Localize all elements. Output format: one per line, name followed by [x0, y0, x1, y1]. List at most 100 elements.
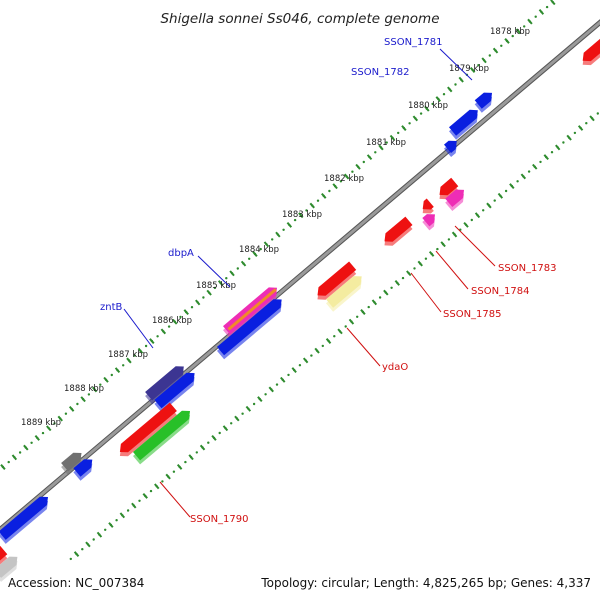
- gene-label-sson-1782[interactable]: SSON_1782: [351, 67, 410, 78]
- gene-sson-1790-green[interactable]: [133, 410, 190, 461]
- track-tick: [343, 173, 350, 180]
- track-dot: [596, 112, 599, 115]
- gene-blue-far-left[interactable]: [0, 496, 48, 540]
- track-dot: [419, 112, 423, 115]
- track-dot: [149, 489, 153, 493]
- label-leader-lines: [123, 48, 496, 518]
- gene-dbpa-blue[interactable]: [217, 299, 282, 356]
- gene-label-sson-1785[interactable]: SSON_1785: [443, 309, 502, 320]
- track-dot: [504, 189, 508, 193]
- gene-label-sson-1784[interactable]: SSON_1784: [471, 286, 530, 297]
- track-tick: [435, 96, 441, 102]
- track-tick: [280, 376, 286, 383]
- track-tick: [577, 125, 584, 131]
- gene-red-small[interactable]: [422, 198, 434, 210]
- track-dot: [81, 548, 84, 551]
- track-dot: [156, 335, 159, 338]
- track-dot: [87, 393, 91, 396]
- track-tick: [497, 192, 504, 199]
- track-dot: [195, 451, 198, 454]
- track-dot: [397, 131, 400, 135]
- track-dot: [99, 383, 102, 386]
- track-dot: [545, 5, 549, 9]
- gene-label-sson-1783[interactable]: SSON_1783: [498, 263, 557, 274]
- track-dot: [190, 306, 194, 309]
- track-dot: [133, 354, 136, 357]
- track-dot: [167, 325, 171, 328]
- kbp-label: 1884 kbp: [239, 245, 279, 255]
- gene-label-sson-1790[interactable]: SSON_1790: [190, 514, 249, 525]
- track-dot: [225, 277, 228, 280]
- gene-label-sson-1781[interactable]: SSON_1781: [384, 37, 443, 48]
- kbp-label: 1886 kbp: [152, 316, 192, 326]
- track-dot: [328, 189, 331, 193]
- track-dot: [442, 93, 446, 96]
- track-tick: [291, 367, 297, 374]
- track-tick: [240, 260, 247, 267]
- track-dot: [30, 441, 33, 444]
- track-tick: [286, 221, 293, 228]
- track-dot: [424, 257, 428, 260]
- gene-sson-1785[interactable]: [384, 216, 413, 242]
- track-tick: [383, 289, 389, 296]
- gene-lightgray-bottom[interactable]: [0, 556, 18, 578]
- track-tick: [275, 231, 281, 238]
- gene-label-dbpa[interactable]: dbpA: [168, 248, 194, 259]
- track-dot: [493, 199, 496, 202]
- gene-sson-1782[interactable]: [449, 109, 478, 136]
- gene-ydao[interactable]: [326, 276, 362, 308]
- track-dot: [207, 441, 210, 444]
- track-dot: [413, 267, 416, 270]
- gene-zntb-blue[interactable]: [154, 372, 195, 409]
- gene-sson-1783-red[interactable]: [439, 177, 459, 196]
- track-dot: [259, 247, 262, 251]
- track-dot: [454, 83, 457, 86]
- track-tick: [119, 512, 126, 519]
- track-dot: [144, 344, 148, 348]
- track-dot: [241, 412, 244, 415]
- track-tick: [268, 386, 274, 393]
- track-dot: [385, 141, 388, 144]
- gene-label-zntb[interactable]: zntB: [100, 302, 123, 313]
- track-dot: [264, 393, 267, 396]
- track-tick: [355, 163, 361, 170]
- gene-red-bottom[interactable]: [0, 545, 8, 563]
- track-dot: [202, 296, 205, 299]
- track-dot: [436, 247, 439, 251]
- track-dot: [179, 315, 182, 319]
- track-dot: [351, 170, 354, 173]
- track-dot: [401, 276, 405, 280]
- track-tick: [137, 347, 144, 354]
- kbp-label: 1879 kbp: [449, 64, 489, 74]
- kbp-label: 1885 kbp: [196, 281, 236, 291]
- track-dot: [275, 383, 279, 386]
- gene-label-ydao[interactable]: ydaO: [382, 362, 408, 373]
- gene-blue-small-1881[interactable]: [444, 140, 457, 153]
- track-tick: [80, 396, 86, 403]
- accession-text: Accession: NC_007384: [8, 576, 144, 590]
- gene-blue-left[interactable]: [73, 459, 93, 477]
- track-tick: [509, 183, 515, 190]
- gene-ydao-red[interactable]: [317, 261, 357, 296]
- track-dot: [539, 160, 542, 164]
- track-tick: [481, 57, 487, 64]
- track-dot: [138, 499, 141, 502]
- kbp-label: 1881 kbp: [366, 138, 406, 148]
- track-tick: [589, 115, 595, 122]
- gene-sson-1783[interactable]: [445, 189, 464, 207]
- track-tick: [11, 454, 18, 461]
- track-tick: [520, 173, 527, 180]
- gene-gray[interactable]: [61, 452, 82, 472]
- track-tick: [211, 434, 217, 441]
- track-tick: [325, 338, 332, 344]
- gene-top-right[interactable]: [582, 38, 600, 62]
- gene-sson-1790[interactable]: [119, 402, 177, 453]
- gene-zntb[interactable]: [145, 366, 184, 401]
- genome-backbone: [0, 19, 600, 533]
- gene-sson-1784[interactable]: [422, 214, 435, 227]
- track-dot: [252, 402, 256, 406]
- kbp-scale: 1878 kbp 1879 kbp 1880 kbp 1881 kbp 1882…: [21, 27, 530, 428]
- track-tick: [298, 212, 304, 219]
- gene-sson-1781[interactable]: [474, 92, 492, 109]
- track-dot: [573, 131, 577, 135]
